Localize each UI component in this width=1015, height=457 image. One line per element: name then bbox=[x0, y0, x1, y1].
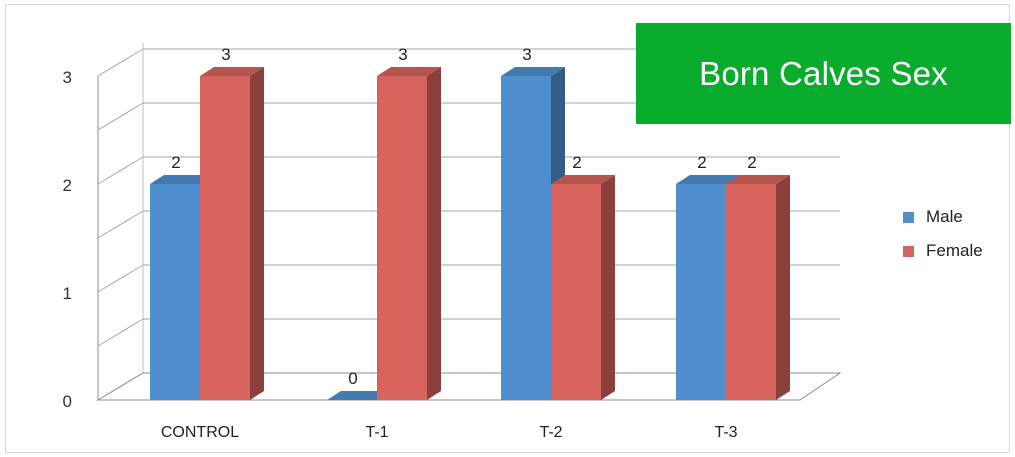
gridline-diagonal bbox=[97, 264, 144, 293]
gridline-diagonal bbox=[97, 102, 144, 131]
data-label: 3 bbox=[398, 45, 407, 64]
bar bbox=[200, 76, 250, 400]
gridline-diagonal bbox=[97, 156, 144, 185]
x-tick-label: T-2 bbox=[539, 424, 562, 441]
legend-swatch-male bbox=[903, 211, 914, 223]
x-tick-label: CONTROL bbox=[161, 424, 239, 441]
bar-top bbox=[726, 175, 790, 184]
bar bbox=[377, 76, 427, 400]
legend: Male Female bbox=[903, 200, 983, 268]
gridline-diagonal bbox=[97, 210, 144, 239]
legend-item-female: Female bbox=[903, 234, 983, 268]
legend-label-male: Male bbox=[926, 207, 963, 226]
bar-top bbox=[501, 67, 565, 76]
data-label: 3 bbox=[221, 45, 230, 64]
chart-title: Born Calves Sex bbox=[636, 23, 1011, 124]
bar-top bbox=[150, 175, 214, 184]
y-tick-label: 2 bbox=[63, 176, 72, 195]
bar-top bbox=[377, 67, 441, 76]
bar-top bbox=[676, 175, 740, 184]
bar-side bbox=[250, 67, 264, 400]
bar-top bbox=[327, 391, 391, 400]
data-label: 2 bbox=[747, 153, 756, 172]
bar-side bbox=[601, 175, 615, 400]
bar bbox=[726, 184, 776, 400]
bar-top bbox=[551, 175, 615, 184]
bar bbox=[501, 76, 551, 400]
y-tick-label: 3 bbox=[63, 68, 72, 87]
bar bbox=[551, 184, 601, 400]
bar-side bbox=[427, 67, 441, 400]
data-label: 2 bbox=[171, 153, 180, 172]
gridline-diagonal bbox=[97, 48, 144, 77]
bar bbox=[676, 184, 726, 400]
x-tick-label: T-3 bbox=[714, 424, 737, 441]
y-tick-label: 1 bbox=[63, 284, 72, 303]
legend-label-female: Female bbox=[926, 241, 983, 260]
bar-side bbox=[776, 175, 790, 400]
legend-swatch-female bbox=[903, 245, 914, 257]
data-label: 2 bbox=[572, 153, 581, 172]
bar bbox=[150, 184, 200, 400]
bar-top bbox=[200, 67, 264, 76]
y-tick-label: 0 bbox=[63, 392, 72, 411]
data-label: 2 bbox=[697, 153, 706, 172]
x-tick-label: T-1 bbox=[365, 424, 388, 441]
data-label: 3 bbox=[522, 45, 531, 64]
legend-item-male: Male bbox=[903, 200, 983, 234]
data-label: 0 bbox=[348, 369, 357, 388]
gridline-diagonal bbox=[97, 318, 144, 347]
